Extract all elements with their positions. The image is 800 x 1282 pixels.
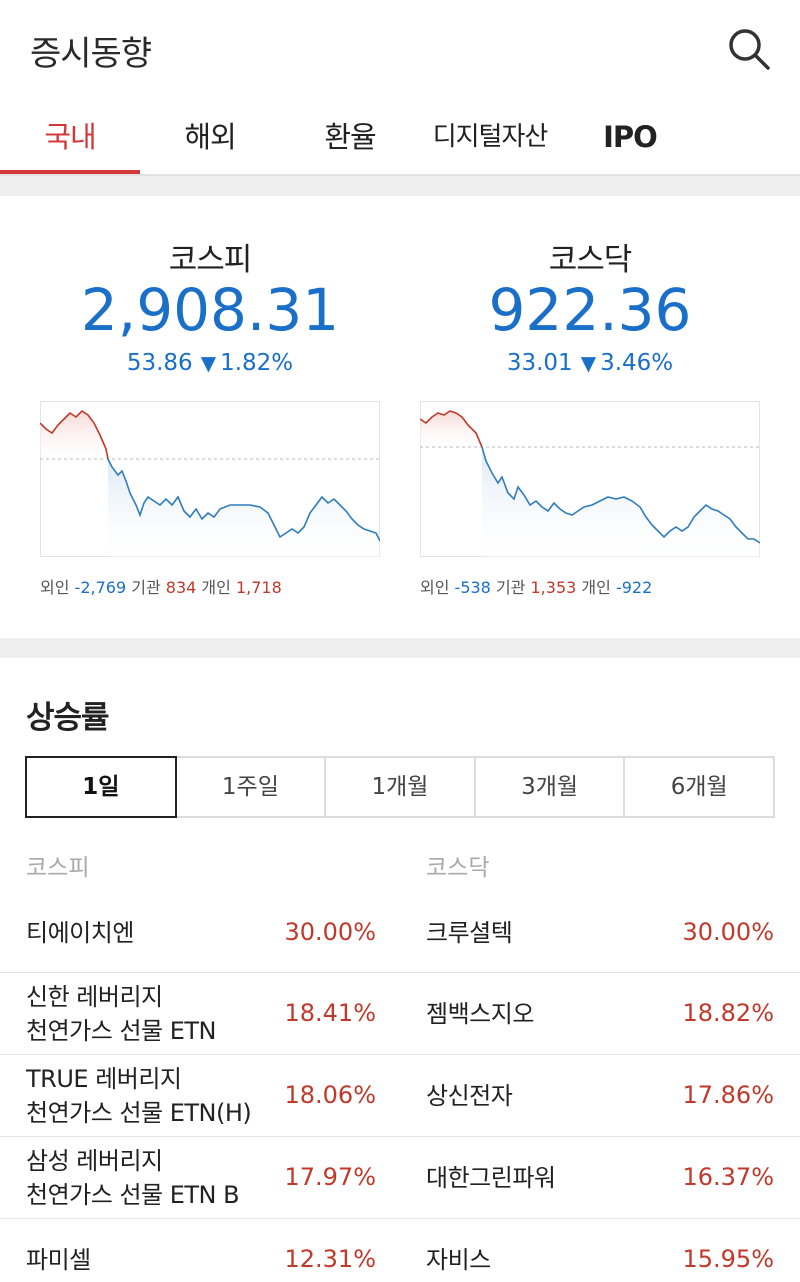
search-icon[interactable] xyxy=(724,24,774,74)
kosdaq-column-label: 코스닥 xyxy=(426,855,490,881)
stock-name-line: 삼성 레버리지 xyxy=(26,1147,163,1175)
active-tab-indicator xyxy=(0,170,140,174)
period-1m-button[interactable]: 1개월 xyxy=(324,756,476,818)
institution-label: 기관 xyxy=(495,578,526,597)
table-row: 파미셀 12.31% 자비스 15.95% xyxy=(0,1219,800,1282)
app-header: 증시동향 xyxy=(0,0,800,100)
period-selector: 1일 1주일 1개월 3개월 6개월 xyxy=(25,756,775,818)
kospi-stock-rate: 18.06% xyxy=(284,1081,376,1109)
institution-value: 1,353 xyxy=(530,578,577,597)
index-name: 코스피 xyxy=(168,242,253,278)
index-value: 2,908.31 xyxy=(80,276,340,344)
kosdaq-stock-name[interactable]: 자비스 xyxy=(426,1246,491,1274)
top-gainers-section: 상승률 1일 1주일 1개월 3개월 6개월 코스피 코스닥 티에이치엔 30.0… xyxy=(0,658,800,1282)
investor-flows-kospi: 외인 -2,769 기관 834 개인 1,718 xyxy=(40,574,282,598)
stock-name-line: 티에이치엔 xyxy=(26,919,134,947)
table-row: 티에이치엔 30.00% 크루셜텍 30.00% xyxy=(0,893,800,973)
kosdaq-stock-name[interactable]: 상신전자 xyxy=(426,1082,513,1110)
divider xyxy=(0,638,800,658)
foreign-value: -538 xyxy=(454,578,491,597)
kosdaq-stock-rate: 16.37% xyxy=(682,1163,774,1191)
foreign-value: -2,769 xyxy=(74,578,127,597)
stock-name-line: 천연가스 선물 ETN(H) xyxy=(26,1099,252,1127)
kosdaq-stock-rate: 15.95% xyxy=(682,1245,774,1273)
stock-name-line: 천연가스 선물 ETN B xyxy=(26,1181,240,1209)
kospi-stock-rate: 18.41% xyxy=(284,999,376,1027)
period-6m-button[interactable]: 6개월 xyxy=(623,756,775,818)
kosdaq-stock-rate: 17.86% xyxy=(682,1081,774,1109)
retail-label: 개인 xyxy=(201,578,231,597)
period-1w-button[interactable]: 1주일 xyxy=(174,756,327,818)
index-change: 53.86 ▼ 1.82% xyxy=(30,350,390,376)
change-percent: 1.82% xyxy=(220,350,294,376)
kospi-intraday-chart[interactable] xyxy=(40,401,380,557)
kospi-stock-rate: 12.31% xyxy=(284,1245,376,1273)
page-title: 증시동향 xyxy=(30,34,152,74)
stock-name-line: 천연가스 선물 ETN xyxy=(26,1017,217,1045)
foreign-label: 외인 xyxy=(40,578,70,597)
index-name: 코스닥 xyxy=(548,242,633,278)
index-change: 33.01 ▼ 3.46% xyxy=(410,350,770,376)
kospi-stock-rate: 30.00% xyxy=(284,918,376,946)
kosdaq-stock-rate: 18.82% xyxy=(682,999,774,1027)
kospi-stock-name[interactable]: 티에이치엔 xyxy=(26,916,134,950)
kosdaq-stock-name[interactable]: 크루셜텍 xyxy=(426,919,513,947)
retail-value: -922 xyxy=(615,578,653,597)
divider xyxy=(0,176,800,196)
change-points: 53.86 xyxy=(126,350,193,376)
stock-name-line: TRUE 레버리지 xyxy=(26,1065,182,1093)
section-title: 상승률 xyxy=(26,700,110,736)
institution-label: 기관 xyxy=(131,578,161,597)
kosdaq-stock-name[interactable]: 젬백스지오 xyxy=(426,1000,534,1028)
stock-name-line: 파미셀 xyxy=(26,1246,91,1274)
kosdaq-stock-rate: 30.00% xyxy=(682,918,774,946)
retail-value: 1,718 xyxy=(235,578,282,597)
index-summary: 코스피 2,908.31 53.86 ▼ 1.82% 외인 -2,769 기관 83… xyxy=(0,196,800,638)
kosdaq-stock-name[interactable]: 대한그린파워 xyxy=(426,1164,556,1192)
change-percent: 3.46% xyxy=(600,350,674,376)
tab-exchange-rate[interactable]: 환율 xyxy=(324,120,376,154)
tab-domestic[interactable]: 국내 xyxy=(44,120,96,154)
institution-value: 834 xyxy=(165,578,197,597)
market-tabs: 국내 해외 환율 디지털자산 IPO xyxy=(0,100,800,176)
tab-digital-assets[interactable]: 디지털자산 xyxy=(432,122,549,152)
tab-ipo[interactable]: IPO xyxy=(603,120,658,154)
foreign-label: 외인 xyxy=(420,578,450,597)
kospi-stock-rate: 17.97% xyxy=(284,1163,376,1191)
kospi-column-label: 코스피 xyxy=(26,855,90,881)
period-3m-button[interactable]: 3개월 xyxy=(473,756,626,818)
down-arrow-icon: ▼ xyxy=(580,351,597,375)
index-value: 922.36 xyxy=(488,276,692,344)
change-points: 33.01 xyxy=(506,350,573,376)
period-1d-button[interactable]: 1일 xyxy=(25,756,177,818)
investor-flows-kosdaq: 외인 -538 기관 1,353 개인 -922 xyxy=(420,574,652,598)
stock-name-line: 신한 레버리지 xyxy=(26,983,163,1011)
kosdaq-intraday-chart[interactable] xyxy=(420,401,760,557)
tab-overseas[interactable]: 해외 xyxy=(184,120,236,154)
down-arrow-icon: ▼ xyxy=(200,351,217,375)
retail-label: 개인 xyxy=(581,578,611,597)
kospi-stock-name[interactable]: 파미셀 xyxy=(26,1243,91,1277)
